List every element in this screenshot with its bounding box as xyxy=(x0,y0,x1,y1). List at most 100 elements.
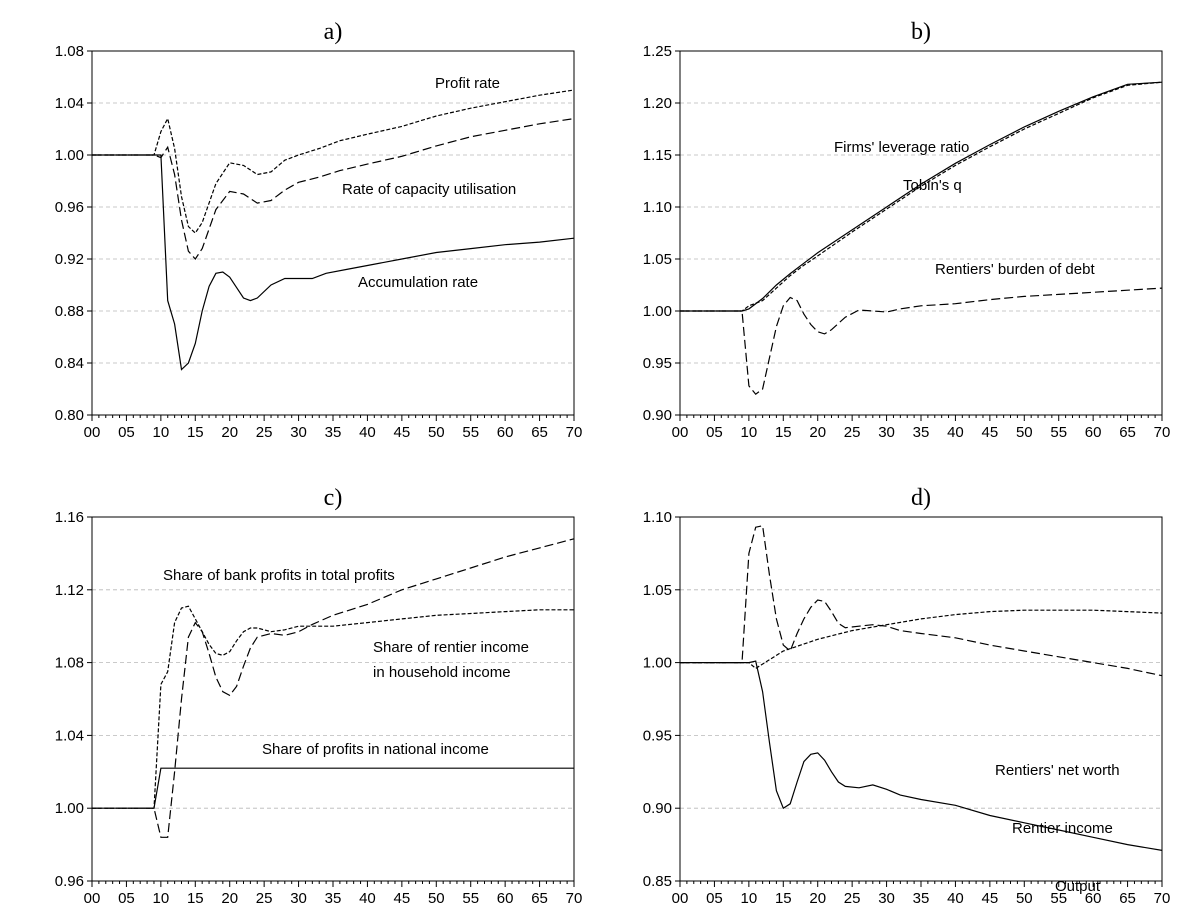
series-annotation: in household income xyxy=(373,664,511,681)
x-tick-label: 70 xyxy=(566,890,583,907)
x-tick-label: 05 xyxy=(706,424,723,441)
panel-3: c) 0.96 1.00 1.04 1.08 1.12 1.16 00 05 10 15 20 25 30… xyxy=(55,485,583,907)
x-tick-label: 60 xyxy=(497,424,514,441)
y-tick-label: 1.16 xyxy=(55,509,84,526)
y-tick-label: 0.80 xyxy=(55,407,84,424)
x-tick-label: 40 xyxy=(947,890,964,907)
x-tick-label: 25 xyxy=(844,890,861,907)
x-tick-label: 65 xyxy=(531,424,548,441)
x-tick-label: 15 xyxy=(187,424,204,441)
y-tick-label: 1.10 xyxy=(643,199,672,216)
x-tick-label: 10 xyxy=(153,424,170,441)
x-tick-label: 35 xyxy=(325,424,342,441)
y-tick-label: 1.00 xyxy=(643,303,672,320)
x-tick-label: 60 xyxy=(1085,424,1102,441)
x-tick-label: 00 xyxy=(84,424,101,441)
y-tick-label: 1.10 xyxy=(643,509,672,526)
series-line-rate-of-capacity-utilisation xyxy=(92,118,575,260)
y-tick-label: 0.95 xyxy=(643,727,672,744)
x-tick-label: 55 xyxy=(1050,424,1067,441)
series-line-share-of-rentier-income-in-household-income xyxy=(92,605,574,809)
x-tick-label: 10 xyxy=(741,424,758,441)
x-tick-label: 50 xyxy=(1016,890,1033,907)
x-tick-label: 70 xyxy=(1154,424,1171,441)
x-tick-label: 15 xyxy=(775,424,792,441)
series-annotation: Share of rentier income xyxy=(373,639,529,656)
x-tick-label: 55 xyxy=(462,424,479,441)
x-tick-label: 25 xyxy=(844,424,861,441)
series-annotation: Rentier income xyxy=(1012,820,1113,837)
series-annotation: Output xyxy=(1055,878,1101,895)
y-tick-label: 1.08 xyxy=(55,43,84,60)
series-line-profit-rate xyxy=(92,89,575,234)
x-tick-label: 15 xyxy=(775,890,792,907)
series-line-output xyxy=(680,660,1163,851)
x-tick-label: 20 xyxy=(221,424,238,441)
series-line-firms-leverage-ratio xyxy=(680,81,1163,312)
x-tick-label: 10 xyxy=(741,890,758,907)
series-annotation: Rentiers' net worth xyxy=(995,762,1120,779)
panel-title: d) xyxy=(911,485,931,511)
y-tick-label: 0.95 xyxy=(643,355,672,372)
y-tick-label: 0.96 xyxy=(55,873,84,890)
x-tick-label: 00 xyxy=(672,424,689,441)
x-tick-label: 50 xyxy=(1016,424,1033,441)
y-tick-label: 0.90 xyxy=(643,800,672,817)
panel-title: c) xyxy=(324,485,343,511)
y-tick-label: 1.25 xyxy=(643,43,672,60)
panel-title: a) xyxy=(324,19,343,45)
y-tick-label: 1.04 xyxy=(55,727,84,744)
x-tick-label: 70 xyxy=(1154,890,1171,907)
y-tick-label: 0.92 xyxy=(55,251,84,268)
y-tick-label: 1.04 xyxy=(55,95,84,112)
x-tick-label: 15 xyxy=(187,890,204,907)
y-tick-label: 0.90 xyxy=(643,407,672,424)
x-tick-label: 00 xyxy=(672,890,689,907)
panel-2: b) 0.90 0.95 1.00 1.05 1.10 1.15 1.20 1.25 00 05 10… xyxy=(643,19,1171,441)
panel-title: b) xyxy=(911,19,931,45)
y-tick-label: 1.12 xyxy=(55,582,84,599)
x-tick-label: 30 xyxy=(290,424,307,441)
x-tick-label: 25 xyxy=(256,424,273,441)
plot-frame xyxy=(679,50,1163,416)
x-tick-label: 50 xyxy=(428,890,445,907)
series-line-tobin-s-q xyxy=(680,81,1163,312)
series-line-share-of-profits-in-national-income xyxy=(92,767,574,809)
y-tick-label: 1.00 xyxy=(643,655,672,672)
x-tick-label: 35 xyxy=(325,890,342,907)
y-tick-label: 0.84 xyxy=(55,355,84,372)
y-tick-label: 1.00 xyxy=(55,800,84,817)
y-tick-label: 1.20 xyxy=(643,95,672,112)
x-tick-label: 40 xyxy=(359,890,376,907)
series-annotation: Accumulation rate xyxy=(358,274,478,291)
series-annotation: Firms' leverage ratio xyxy=(834,139,969,156)
y-tick-label: 0.85 xyxy=(643,873,672,890)
x-tick-label: 60 xyxy=(1085,890,1102,907)
y-tick-label: 1.05 xyxy=(643,582,672,599)
x-tick-label: 05 xyxy=(118,890,135,907)
y-tick-label: 1.08 xyxy=(55,655,84,672)
x-tick-label: 20 xyxy=(809,890,826,907)
x-tick-label: 50 xyxy=(428,424,445,441)
y-tick-label: 1.05 xyxy=(643,251,672,268)
x-tick-label: 60 xyxy=(497,890,514,907)
series-line-rentiers-net-worth xyxy=(680,609,1163,670)
x-tick-label: 40 xyxy=(947,424,964,441)
x-tick-label: 05 xyxy=(118,424,135,441)
x-tick-label: 70 xyxy=(566,424,583,441)
series-line-rentier-income xyxy=(680,524,1163,677)
series-line-share-of-bank-profits-in-total-profits xyxy=(92,538,575,838)
x-tick-label: 25 xyxy=(256,890,273,907)
x-tick-label: 00 xyxy=(84,890,101,907)
y-tick-label: 1.15 xyxy=(643,147,672,164)
series-line-accumulation-rate xyxy=(92,154,575,371)
x-tick-label: 35 xyxy=(913,890,930,907)
x-tick-label: 35 xyxy=(913,424,930,441)
x-tick-label: 45 xyxy=(982,890,999,907)
x-tick-label: 55 xyxy=(1050,890,1067,907)
series-annotation: Share of bank profits in total profits xyxy=(163,567,395,584)
y-tick-label: 0.96 xyxy=(55,199,84,216)
x-tick-label: 45 xyxy=(394,424,411,441)
